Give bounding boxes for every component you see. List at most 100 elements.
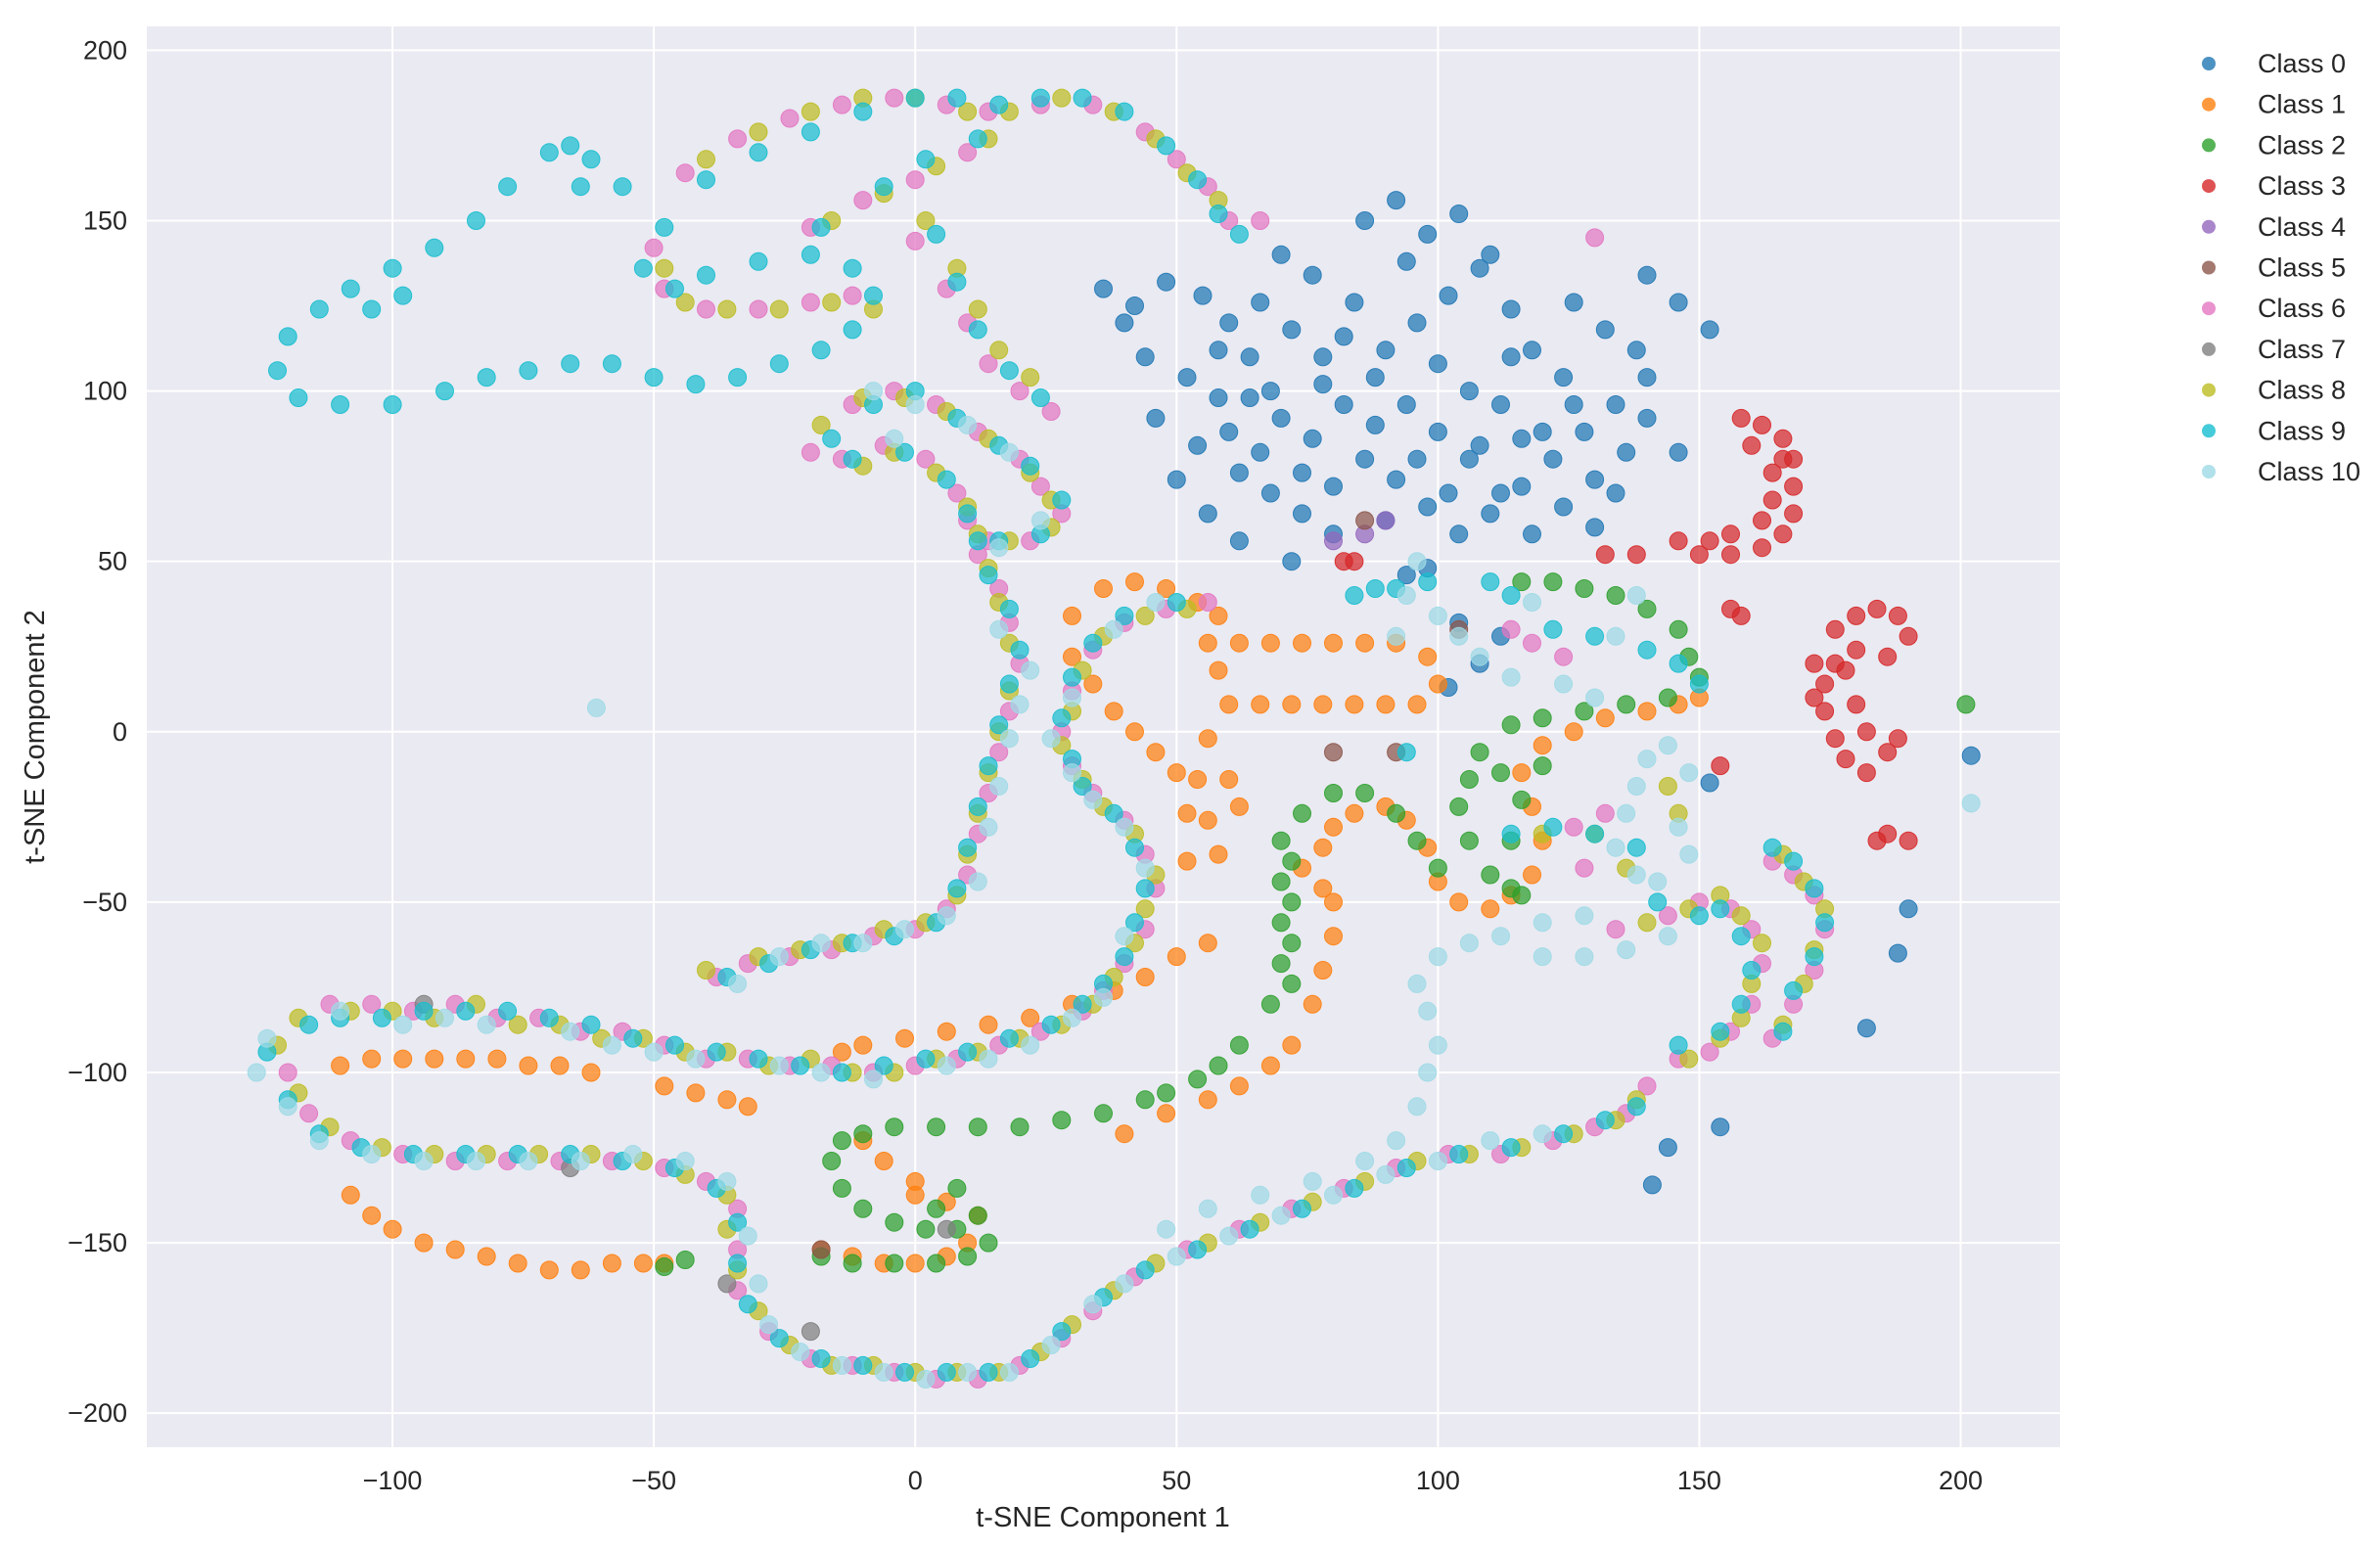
data-point (289, 388, 308, 407)
data-point (874, 1152, 893, 1170)
data-point (1324, 1185, 1343, 1205)
data-point (1449, 626, 1469, 646)
data-point (1167, 1247, 1186, 1266)
data-point (633, 258, 653, 278)
data-point (801, 122, 820, 142)
data-point (1753, 538, 1771, 558)
data-point (1073, 777, 1092, 796)
x-tick-label: 200 (1939, 1466, 1983, 1495)
legend-label: Class 3 (2258, 171, 2346, 201)
data-point (655, 1076, 674, 1096)
data-point (895, 920, 914, 939)
data-point (1073, 994, 1092, 1014)
data-point (937, 906, 956, 926)
data-point (1271, 831, 1291, 850)
data-point (1658, 688, 1677, 707)
data-point (1094, 987, 1113, 1007)
data-point (769, 947, 789, 967)
data-point (1554, 1124, 1574, 1144)
data-point (832, 1355, 851, 1375)
data-point (1491, 763, 1510, 783)
data-point (1188, 435, 1208, 455)
data-point (675, 1251, 695, 1269)
data-point (1564, 293, 1583, 312)
data-point (999, 442, 1019, 462)
data-point (1146, 743, 1166, 762)
data-point (1052, 1111, 1072, 1130)
data-point (1125, 296, 1144, 315)
legend-marker (2202, 57, 2216, 70)
data-point (999, 729, 1019, 749)
data-point (1293, 803, 1311, 823)
legend-marker (2202, 138, 2216, 153)
data-point (1063, 606, 1081, 625)
data-point (1355, 449, 1375, 469)
data-point (435, 382, 454, 401)
data-point (1449, 797, 1469, 816)
data-point (1575, 702, 1594, 721)
data-point (341, 279, 360, 298)
data-point (885, 429, 904, 448)
data-point (1396, 743, 1416, 762)
data-point (1731, 606, 1751, 625)
data-point (571, 1260, 590, 1280)
data-point (1271, 1206, 1291, 1225)
data-point (1642, 1175, 1662, 1195)
data-point (1617, 803, 1636, 823)
data-point (467, 1152, 485, 1170)
data-point (1229, 224, 1249, 244)
data-point (372, 1008, 391, 1027)
legend-marker (2202, 383, 2216, 397)
data-point (1260, 633, 1280, 653)
data-point (958, 838, 978, 857)
data-point (1626, 545, 1646, 565)
data-point (1773, 449, 1793, 469)
data-point (937, 1362, 956, 1382)
data-point (1063, 667, 1081, 687)
data-point (832, 1178, 851, 1198)
data-point (1063, 1008, 1081, 1027)
data-point (1052, 490, 1072, 510)
data-point (1209, 388, 1228, 407)
data-point (916, 150, 936, 169)
data-point (1470, 743, 1489, 762)
legend-label: Class 8 (2258, 376, 2346, 405)
data-point (1585, 626, 1605, 646)
data-point (1470, 647, 1489, 666)
data-point (1762, 463, 1782, 482)
data-point (1617, 940, 1636, 960)
data-point (1271, 408, 1291, 428)
data-point (1753, 934, 1771, 953)
data-point (1209, 341, 1228, 360)
data-point (979, 1049, 998, 1069)
data-point (843, 449, 862, 469)
data-point (1345, 803, 1364, 823)
data-point (1637, 408, 1657, 428)
data-point (508, 1015, 527, 1034)
data-point (1271, 913, 1291, 933)
data-point (1135, 968, 1155, 986)
data-point (1617, 442, 1636, 462)
data-point (1407, 449, 1427, 469)
data-point (1324, 477, 1343, 496)
data-point (1512, 763, 1532, 783)
data-point (613, 177, 632, 197)
data-point (1711, 756, 1730, 776)
data-point (1784, 477, 1804, 496)
data-point (1282, 892, 1302, 912)
data-point (1669, 442, 1688, 462)
data-point (425, 238, 444, 257)
data-point (1418, 647, 1438, 666)
data-point (1867, 831, 1887, 850)
data-point (1387, 470, 1406, 489)
data-point (1125, 913, 1144, 933)
data-point (1376, 341, 1396, 360)
data-point (1888, 729, 1907, 749)
data-point (1030, 511, 1050, 530)
data-point (927, 1254, 946, 1273)
data-point (1856, 763, 1876, 783)
data-point (968, 531, 987, 551)
data-point (1073, 88, 1092, 108)
data-point (1115, 102, 1134, 121)
data-point (769, 299, 789, 319)
